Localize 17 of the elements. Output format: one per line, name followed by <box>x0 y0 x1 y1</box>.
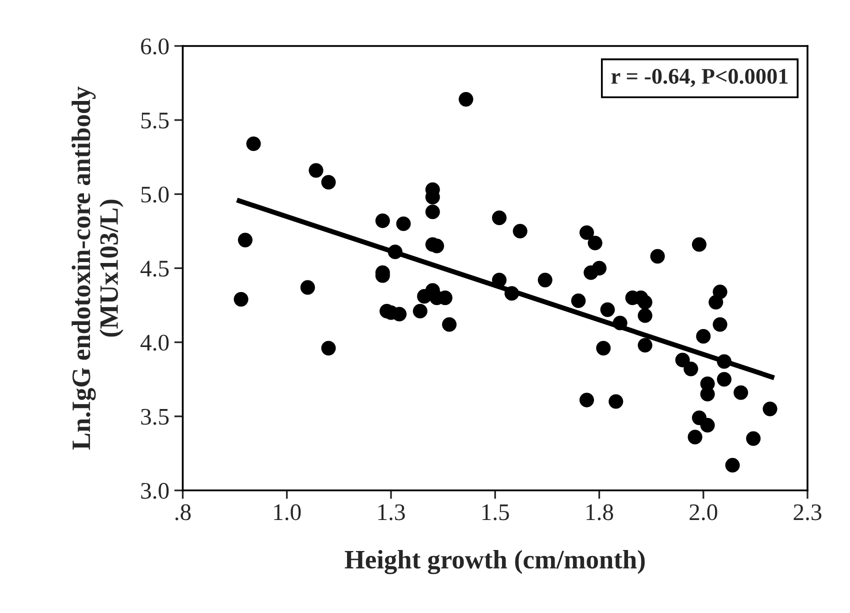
y-axis-title: Ln.IgG endotoxin-core antibody (MUx103/L) <box>72 86 124 450</box>
annotation: r = -0.64, P<0.0001 <box>611 68 788 88</box>
y-tick-label: 3.0 <box>141 482 169 499</box>
x-tick-label: .8 <box>175 504 191 520</box>
y-tick-label: 4.5 <box>140 260 169 277</box>
x-tick-label: 1.3 <box>378 504 405 520</box>
y-tick-label: 4.0 <box>140 334 169 351</box>
x-tick-label: 1.0 <box>274 504 301 520</box>
y-tick-label: 6.0 <box>141 38 169 55</box>
x-tick-label: 1.5 <box>482 504 509 520</box>
y-tick-label: 5.5 <box>141 112 169 129</box>
y-tick-label: 5.0 <box>141 186 169 203</box>
x-tick-label: 2.3 <box>794 504 822 520</box>
y-tick-label: 3.5 <box>141 408 169 425</box>
x-tick-label: 2.0 <box>690 504 718 520</box>
x-axis-title: Height growth (cm/month) <box>344 550 645 574</box>
x-tick-label: 1.8 <box>586 504 614 520</box>
